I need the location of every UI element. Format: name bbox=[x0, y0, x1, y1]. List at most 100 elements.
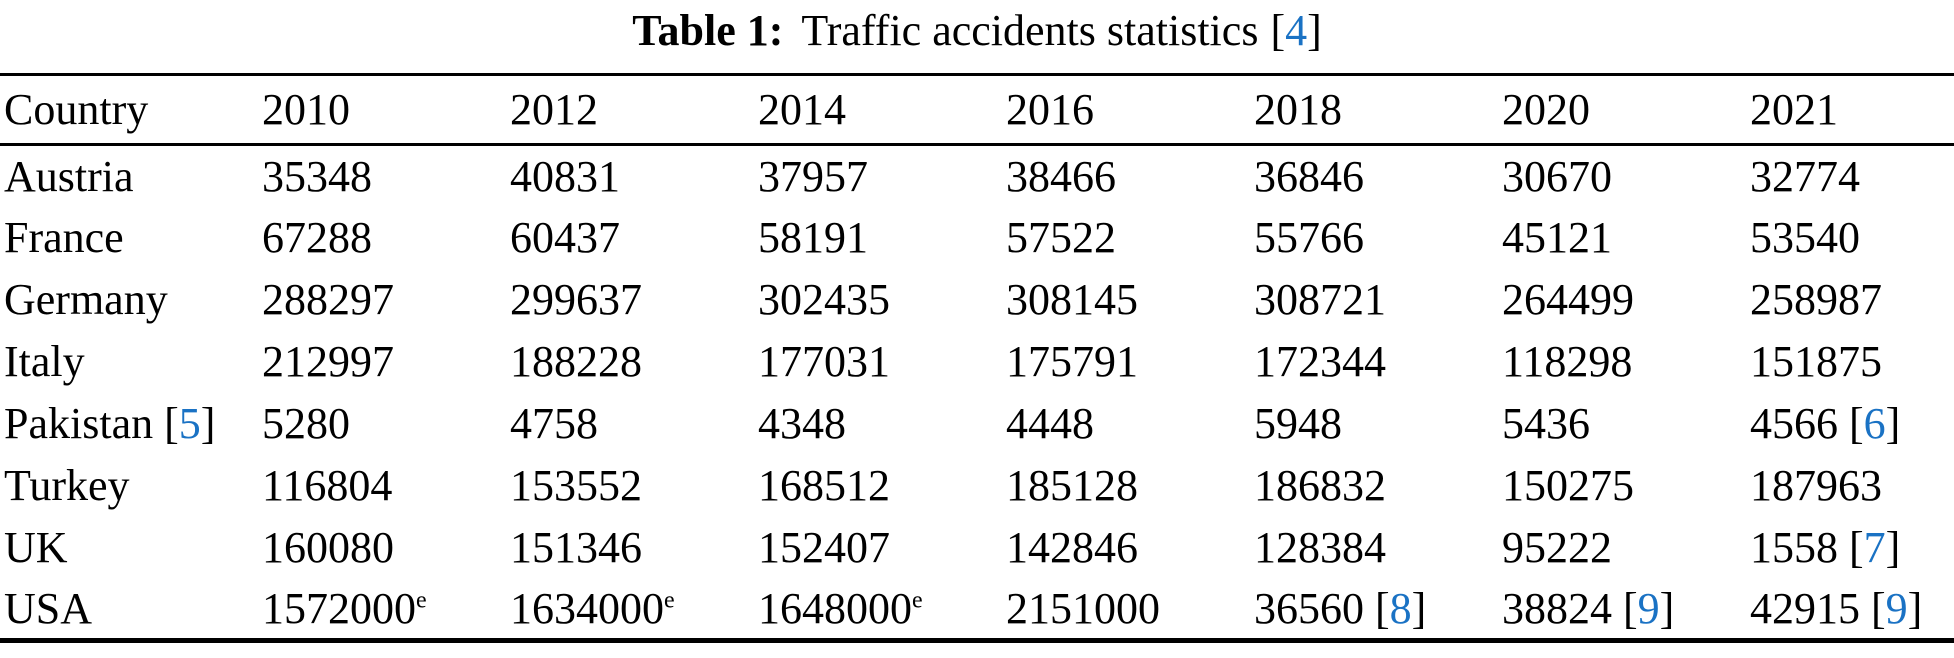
column-header: 2021 bbox=[1750, 85, 1838, 134]
citation-bracket-close: ] bbox=[1885, 399, 1901, 448]
citation-link[interactable]: 4 bbox=[1285, 6, 1308, 55]
citation-bracket-open: [ bbox=[1623, 583, 1638, 633]
table-header-row: Country 2010 2012 2014 2016 2018 2020 2021 bbox=[0, 75, 1954, 145]
country-name: Pakistan bbox=[4, 399, 154, 448]
cell-value: 177031 bbox=[758, 337, 890, 386]
value-cell: 55766 bbox=[1254, 207, 1502, 269]
table-row: Pakistan [5] 5280 4758 4348 4448 5948 5436 4566… bbox=[0, 393, 1954, 455]
cell-value: 175791 bbox=[1006, 337, 1138, 386]
value-cell: 177031 bbox=[758, 331, 1006, 393]
citation-link[interactable]: 7 bbox=[1863, 523, 1886, 572]
cell-value: 185128 bbox=[1006, 461, 1138, 510]
citation-link[interactable]: 9 bbox=[1637, 583, 1660, 633]
value-cell: 175791 bbox=[1006, 331, 1254, 393]
value-cell: 308721 bbox=[1254, 269, 1502, 331]
cell-value: 152407 bbox=[758, 523, 890, 572]
value-cell: 95222 bbox=[1502, 517, 1750, 579]
value-cell: 168512 bbox=[758, 455, 1006, 517]
value-cell: 36846 bbox=[1254, 145, 1502, 207]
country-name: Turkey bbox=[4, 461, 130, 510]
cell-value: 128384 bbox=[1254, 523, 1386, 572]
cell-value: 42915 bbox=[1750, 583, 1860, 633]
value-cell: 151346 bbox=[510, 517, 758, 579]
value-cell: 258987 bbox=[1750, 269, 1954, 331]
cell-value: 160080 bbox=[262, 523, 394, 572]
cell-value: 38824 bbox=[1502, 583, 1612, 633]
cell-value: 5948 bbox=[1254, 399, 1342, 448]
value-cell: 1558 [7] bbox=[1750, 517, 1954, 579]
citation-bracket-open: [ bbox=[1375, 583, 1390, 633]
table-row: France 67288 60437 58191 57522 55766 45121 5354… bbox=[0, 207, 1954, 269]
cell-value: 308145 bbox=[1006, 275, 1138, 324]
cell-value: 55766 bbox=[1254, 213, 1364, 262]
value-cell: 67288 bbox=[262, 207, 510, 269]
value-cell: 308145 bbox=[1006, 269, 1254, 331]
cell-value: 188228 bbox=[510, 337, 642, 386]
cell-value: 40831 bbox=[510, 151, 620, 201]
cell-value: 258987 bbox=[1750, 275, 1882, 324]
value-cell: 160080 bbox=[262, 517, 510, 579]
cell-value: 45121 bbox=[1502, 213, 1612, 262]
citation-link[interactable]: 9 bbox=[1885, 583, 1908, 633]
country-cell: Germany bbox=[0, 269, 262, 331]
value-cell: 36560 [8] bbox=[1254, 579, 1502, 641]
value-cell: 1634000e bbox=[510, 579, 758, 641]
estimate-superscript: e bbox=[664, 587, 675, 614]
citation-bracket-close: ] bbox=[1907, 583, 1923, 633]
citation: [7] bbox=[1849, 523, 1900, 572]
citation-bracket-open: [ bbox=[1270, 6, 1286, 55]
country-cell: Turkey bbox=[0, 455, 262, 517]
column-header: 2016 bbox=[1006, 85, 1094, 134]
citation: [8] bbox=[1375, 584, 1426, 633]
country-name: Italy bbox=[4, 337, 85, 386]
value-cell: 186832 bbox=[1254, 455, 1502, 517]
cell-value: 36560 bbox=[1254, 583, 1364, 633]
citation-bracket-close: ] bbox=[200, 399, 216, 448]
cell-value: 168512 bbox=[758, 461, 890, 510]
value-cell: 40831 bbox=[510, 145, 758, 207]
citation-link[interactable]: 8 bbox=[1389, 583, 1412, 633]
value-cell: 150275 bbox=[1502, 455, 1750, 517]
citation-bracket-close: ] bbox=[1885, 523, 1901, 572]
country-cell: UK bbox=[0, 517, 262, 579]
value-cell: 4758 bbox=[510, 393, 758, 455]
cell-value: 212997 bbox=[262, 337, 394, 386]
country-name: Germany bbox=[4, 275, 168, 324]
table-header: Country 2010 2012 2014 2016 2018 2020 2021 bbox=[0, 75, 1954, 145]
citation: [9] bbox=[1623, 584, 1674, 633]
cell-value: 151346 bbox=[510, 523, 642, 572]
cell-value: 186832 bbox=[1254, 461, 1386, 510]
cell-value: 142846 bbox=[1006, 523, 1138, 572]
table-row: Austria 35348 40831 37957 38466 36846 30670 327… bbox=[0, 145, 1954, 207]
value-cell: 38466 bbox=[1006, 145, 1254, 207]
table-row: UK 160080 151346 152407 142846 128384 95222 155… bbox=[0, 517, 1954, 579]
citation: [5] bbox=[164, 399, 215, 448]
cell-value: 1572000 bbox=[262, 583, 416, 633]
cell-value: 53540 bbox=[1750, 213, 1860, 262]
value-cell: 42915 [9] bbox=[1750, 579, 1954, 641]
value-cell: 35348 bbox=[262, 145, 510, 207]
value-cell: 116804 bbox=[262, 455, 510, 517]
value-cell: 38824 [9] bbox=[1502, 579, 1750, 641]
cell-value: 299637 bbox=[510, 275, 642, 324]
citation-link[interactable]: 6 bbox=[1863, 399, 1886, 448]
value-cell: 212997 bbox=[262, 331, 510, 393]
column-header: 2010 bbox=[262, 85, 350, 134]
citation: [9] bbox=[1871, 584, 1922, 633]
cell-value: 37957 bbox=[758, 151, 868, 201]
cell-value: 151875 bbox=[1750, 337, 1882, 386]
value-cell: 187963 bbox=[1750, 455, 1954, 517]
cell-value: 1558 bbox=[1750, 523, 1838, 572]
cell-value: 1634000 bbox=[510, 583, 664, 633]
value-cell: 37957 bbox=[758, 145, 1006, 207]
country-cell: Pakistan [5] bbox=[0, 393, 262, 455]
table-row: Germany 288297 299637 302435 308145 308721 264… bbox=[0, 269, 1954, 331]
value-cell: 188228 bbox=[510, 331, 758, 393]
citation-bracket-open: [ bbox=[1871, 583, 1886, 633]
cell-value: 4348 bbox=[758, 399, 846, 448]
value-cell: 128384 bbox=[1254, 517, 1502, 579]
citation-link[interactable]: 5 bbox=[178, 399, 201, 448]
cell-value: 308721 bbox=[1254, 275, 1386, 324]
cell-value: 32774 bbox=[1750, 151, 1860, 201]
citation-bracket-open: [ bbox=[164, 399, 179, 448]
